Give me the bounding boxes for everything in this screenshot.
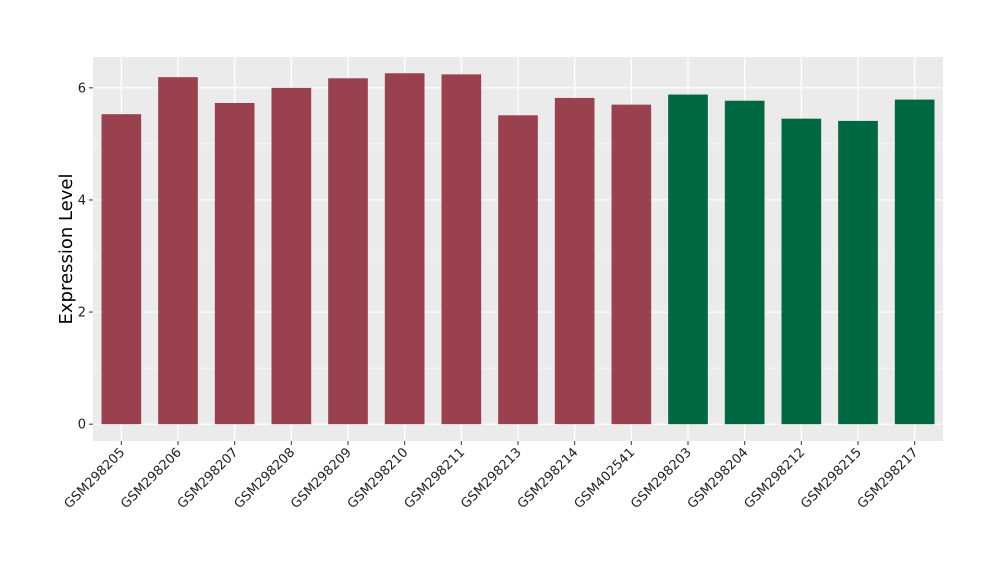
bar-gsm298215	[838, 120, 878, 425]
bar-gsm298209	[328, 78, 368, 425]
bar-gsm402541	[611, 104, 652, 425]
y-tick-label: 6	[78, 81, 86, 96]
bar-gsm298210	[384, 73, 425, 425]
bar-gsm298203	[668, 94, 708, 425]
y-tick-label: 0	[78, 418, 86, 433]
bar-gsm298208	[271, 87, 312, 425]
bar-gsm298204	[724, 100, 765, 425]
x-tick-label: GSM298217	[855, 445, 922, 512]
y-axis-title: Expression Level	[56, 174, 77, 325]
bar-gsm298205	[101, 114, 142, 425]
y-tick-label: 4	[78, 193, 86, 208]
bar-gsm298214	[554, 97, 595, 425]
bar-gsm298213	[498, 115, 538, 425]
bar-gsm298211	[441, 74, 482, 425]
bar-gsm298217	[894, 99, 935, 425]
bars	[101, 73, 935, 425]
bar-gsm298212	[781, 118, 822, 425]
bar-gsm298207	[214, 102, 255, 425]
bar-gsm298206	[158, 77, 198, 425]
x-axis: GSM298205GSM298206GSM298207GSM298208GSM2…	[62, 441, 922, 512]
y-tick-label: 2	[78, 306, 86, 321]
y-axis: 0 2 4 6	[78, 81, 93, 433]
